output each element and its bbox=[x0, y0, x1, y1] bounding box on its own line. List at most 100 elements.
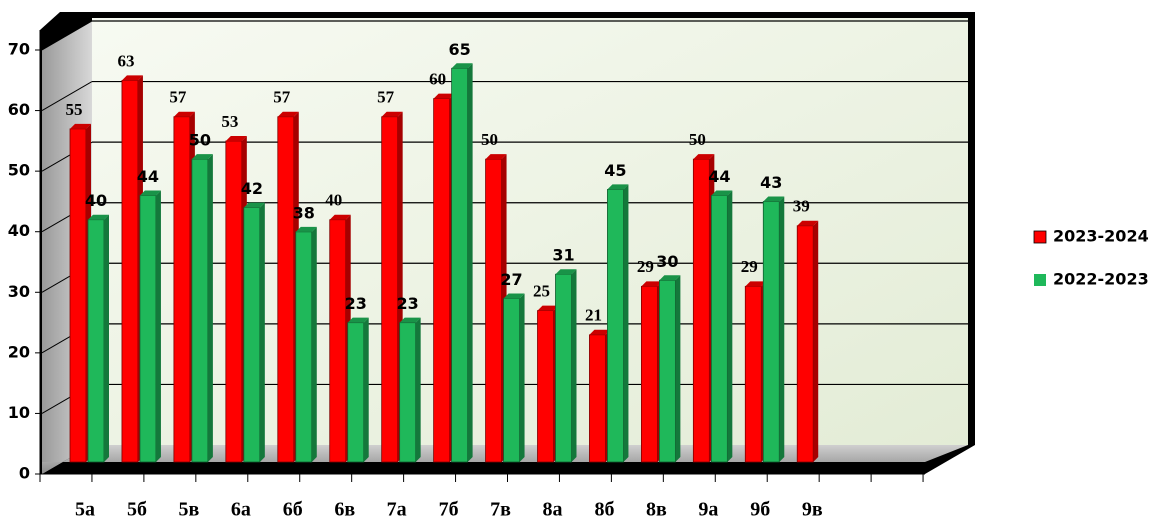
bar-top bbox=[70, 123, 91, 129]
y-tick-label: 70 bbox=[8, 40, 30, 59]
bar-top bbox=[399, 317, 421, 323]
x-tick-label: 6в bbox=[334, 499, 355, 520]
bar bbox=[433, 98, 451, 463]
y-tick-label: 30 bbox=[8, 282, 30, 301]
bar bbox=[139, 195, 157, 463]
bar-top bbox=[243, 202, 265, 208]
bar-side bbox=[675, 275, 681, 462]
data-label: 31 bbox=[552, 246, 574, 265]
bar-side bbox=[207, 154, 213, 462]
bar-top bbox=[745, 281, 767, 287]
x-tick-label: 8б bbox=[594, 499, 614, 520]
bar-top bbox=[347, 317, 369, 323]
bar bbox=[607, 189, 624, 463]
x-tick-label: 6а bbox=[231, 499, 251, 520]
bar-side bbox=[467, 63, 473, 463]
bar-top bbox=[139, 190, 161, 196]
x-tick-label: 8а bbox=[543, 499, 563, 520]
bar-top bbox=[295, 226, 317, 232]
data-label: 38 bbox=[293, 203, 315, 222]
data-label: 57 bbox=[169, 88, 187, 107]
data-label: 44 bbox=[708, 167, 730, 186]
bar bbox=[295, 231, 313, 463]
bar bbox=[762, 201, 780, 463]
bar bbox=[69, 128, 87, 463]
data-label: 65 bbox=[448, 40, 470, 59]
bar-top bbox=[88, 214, 109, 220]
x-tick-label: 5а bbox=[75, 499, 95, 520]
bar bbox=[692, 158, 710, 463]
data-label: 50 bbox=[481, 130, 498, 149]
bar bbox=[744, 285, 762, 463]
bar-side bbox=[155, 190, 161, 462]
bar bbox=[710, 195, 728, 463]
bar bbox=[503, 298, 520, 463]
x-tick-label: 5в bbox=[178, 499, 199, 520]
bar bbox=[381, 116, 399, 463]
bar bbox=[347, 322, 365, 463]
data-label: 39 bbox=[793, 197, 810, 216]
bar bbox=[121, 80, 139, 463]
data-label: 40 bbox=[85, 191, 107, 210]
bar-side bbox=[571, 269, 577, 462]
data-label: 21 bbox=[585, 306, 602, 325]
data-label: 40 bbox=[325, 191, 342, 210]
bar-top bbox=[191, 154, 213, 160]
data-label: 57 bbox=[273, 88, 291, 107]
bar bbox=[243, 207, 261, 463]
bar bbox=[658, 279, 676, 463]
bar bbox=[555, 273, 572, 463]
bar bbox=[225, 140, 243, 463]
bar-top bbox=[641, 281, 663, 287]
bar-side bbox=[813, 220, 819, 462]
grid-line bbox=[41, 81, 93, 112]
data-label: 42 bbox=[241, 179, 263, 198]
bar-side bbox=[415, 317, 421, 462]
bar-top bbox=[433, 93, 455, 99]
x-tick-label: 7в bbox=[490, 499, 511, 520]
bar-top bbox=[485, 154, 507, 160]
bar-side bbox=[779, 196, 785, 463]
x-tick-label: 6б bbox=[283, 499, 303, 520]
bar bbox=[640, 285, 658, 463]
bar-top bbox=[381, 111, 403, 117]
bar bbox=[796, 225, 814, 463]
data-label: 55 bbox=[66, 100, 83, 119]
y-tick-label: 60 bbox=[8, 100, 30, 119]
data-label: 30 bbox=[656, 252, 678, 271]
data-label: 23 bbox=[397, 294, 419, 313]
bar bbox=[485, 158, 502, 463]
bar-top bbox=[173, 111, 195, 117]
bar-top bbox=[607, 184, 629, 190]
data-label: 23 bbox=[345, 294, 367, 313]
x-tick-label: 7б bbox=[439, 499, 459, 520]
bar-side bbox=[363, 317, 369, 462]
legend-swatch bbox=[1033, 230, 1047, 244]
bar-side bbox=[259, 202, 265, 462]
data-label: 63 bbox=[117, 51, 134, 70]
y-tick-label: 20 bbox=[8, 342, 30, 361]
bar bbox=[537, 310, 554, 463]
bar bbox=[191, 158, 209, 463]
bar-top bbox=[277, 111, 299, 117]
bar-top bbox=[451, 63, 473, 69]
y-tick-label: 0 bbox=[19, 464, 30, 483]
bar bbox=[589, 334, 606, 463]
legend-label: 2023-2024 bbox=[1053, 227, 1149, 246]
data-label: 45 bbox=[604, 161, 626, 180]
data-label: 44 bbox=[137, 167, 159, 186]
bar-top bbox=[329, 214, 351, 220]
x-tick-label: 9а bbox=[698, 499, 718, 520]
bar-top bbox=[503, 293, 525, 299]
bar-top bbox=[763, 196, 785, 202]
legend-label: 2022-2023 bbox=[1053, 270, 1149, 289]
bar-side bbox=[519, 293, 525, 462]
bar-top bbox=[797, 220, 819, 226]
x-tick-label: 7а bbox=[387, 499, 407, 520]
bar-top bbox=[589, 329, 611, 335]
y-tick-label: 10 bbox=[8, 403, 30, 422]
data-label: 29 bbox=[637, 257, 654, 276]
x-tick-label: 9б bbox=[750, 499, 770, 520]
data-label: 29 bbox=[741, 257, 758, 276]
bar-top bbox=[121, 75, 143, 81]
